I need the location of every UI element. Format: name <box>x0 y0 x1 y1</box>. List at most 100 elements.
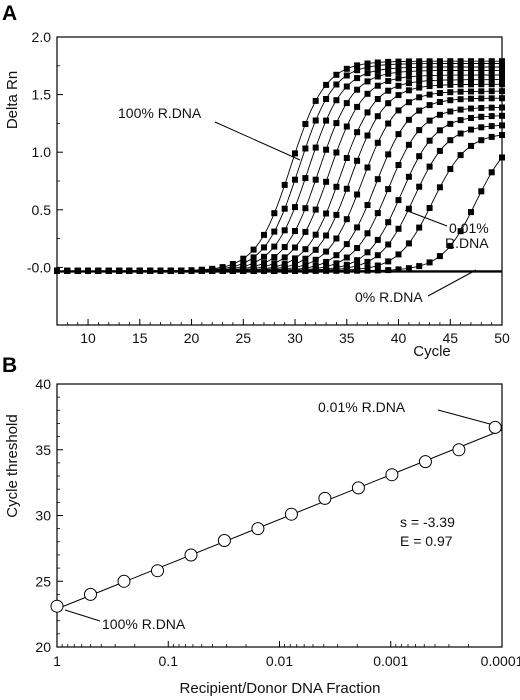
panel-b-y-tick-label: 35 <box>35 442 51 458</box>
panel-a-data-point <box>354 257 361 264</box>
panel-a-data-point <box>395 197 402 204</box>
panel-a-data-point <box>426 91 433 98</box>
panel-a-data-point <box>385 78 392 84</box>
annotation-001-leader-b <box>437 409 491 425</box>
panel-a-data-point <box>85 267 91 274</box>
panel-a-data-point <box>468 88 474 95</box>
panel-a-data-point <box>436 111 443 118</box>
panel-a-series-line <box>57 157 503 272</box>
panel-b-data-point <box>418 455 432 469</box>
panel-b-points <box>50 420 502 613</box>
panel-a-data-point <box>447 81 454 88</box>
panel-a-data-point <box>488 76 495 83</box>
panel-a-data-point <box>426 102 433 109</box>
panel-a-data-point <box>281 260 288 267</box>
panel-label-b: B <box>2 354 17 377</box>
panel-a-data-point <box>374 252 381 259</box>
panel-a-data-point <box>385 100 392 107</box>
panel-a-data-point <box>457 81 464 88</box>
panel-a-data-point <box>499 60 505 67</box>
panel-a-data-point <box>499 132 505 138</box>
panel-a-data-point <box>333 235 340 242</box>
panel-b-x-tick-label: 0.1 <box>159 653 179 669</box>
panel-a-data-point <box>364 230 371 237</box>
panel-a-data-point <box>488 64 495 70</box>
panel-b-data-point <box>84 587 97 601</box>
panel-a-data-point <box>374 210 381 217</box>
panel-a-data-point <box>281 227 288 234</box>
panel-a-data-point <box>457 117 464 124</box>
panel-a-data-point <box>416 84 423 91</box>
panel-a-data-point <box>261 231 267 238</box>
panel-a-data-point <box>343 83 350 90</box>
panel-a-data-point <box>374 267 381 274</box>
panel-a-data-point <box>271 267 278 274</box>
panel-a-data-point <box>436 253 443 260</box>
panel-b-data-point <box>488 420 502 434</box>
panel-a-data-point <box>405 240 412 247</box>
panel-a-data-point <box>343 155 350 161</box>
panel-a-data-point <box>457 76 464 83</box>
panel-a-data-point <box>395 82 402 89</box>
panel-a-data-point <box>343 65 350 72</box>
panel-a-data-point <box>374 139 381 146</box>
panel-a-data-point <box>478 76 485 83</box>
panel-a-data-point <box>209 267 216 274</box>
panel-a-y-tick-label: -0.0 <box>27 259 51 275</box>
panel-a-data-point <box>219 267 226 274</box>
panel-a-data-point <box>405 141 412 148</box>
panel-a-data-point <box>323 117 330 124</box>
panel-a-data-point <box>478 137 485 144</box>
panel-a-data-point <box>405 87 412 94</box>
panel-a-data-point <box>54 267 60 274</box>
panel-a-data-point <box>343 241 350 248</box>
panel-a-data-point <box>302 267 309 274</box>
panel-a-data-point <box>302 175 309 182</box>
panel-a-data-point <box>478 64 485 70</box>
panel-a-data-point <box>261 260 267 267</box>
panel-a-data-point <box>488 95 495 102</box>
panel-a-data-point <box>354 62 361 69</box>
panel-a-data-point <box>426 259 433 266</box>
panel-a-data-point <box>488 72 495 78</box>
panel-a-data-point <box>447 108 454 115</box>
panel-a-data-point <box>499 112 505 119</box>
panel-b-data-point <box>351 481 365 495</box>
panel-a-data-point <box>405 60 412 67</box>
panel-a-data-point <box>354 157 361 164</box>
panel-a-data-point <box>468 126 474 133</box>
panel-a-y-tick-label: 1.5 <box>32 87 52 103</box>
panel-a-data-point <box>292 255 298 262</box>
panel-a-data-point <box>426 72 433 79</box>
panel-b-y-tick-label: 25 <box>35 573 51 589</box>
panel-a-data-point <box>354 191 361 198</box>
panel-a-data-point <box>499 81 505 88</box>
panel-a-data-point <box>364 109 371 116</box>
panel-a-data-point <box>364 64 371 71</box>
panel-a-data-point <box>292 244 298 251</box>
panel-a-data-point <box>395 107 402 114</box>
panel-a-data-point <box>281 254 288 261</box>
panel-a-data-point <box>395 251 402 258</box>
panel-a-data-point <box>250 246 257 253</box>
panel-b-x-tick-label: 0.001 <box>373 653 408 669</box>
panel-a-data-point <box>281 244 288 250</box>
panel-a-data-point <box>292 267 298 274</box>
panel-a-data-point <box>281 267 288 274</box>
panel-a-data-point <box>405 64 412 71</box>
panel-a-data-point <box>343 100 350 107</box>
panel-a-data-point <box>468 60 474 67</box>
panel-a-y-tick-label: 0.5 <box>32 202 52 218</box>
panel-a-data-point <box>364 258 371 265</box>
panel-a-data-point <box>488 123 495 130</box>
panel-a-data-point <box>447 72 454 79</box>
panel-a-data-point <box>364 60 371 67</box>
panel-b-x-tick-label: 0.01 <box>266 653 293 669</box>
panel-a-data-point <box>436 77 443 84</box>
panel-a-x-tick-label: 20 <box>184 330 200 346</box>
panel-a-data-point <box>240 255 247 262</box>
panel-a-x-tick-label: 15 <box>132 330 148 346</box>
panel-a-y-tick-label: 2.0 <box>32 29 52 45</box>
panel-a-data-point <box>499 95 505 102</box>
panel-a-data-point <box>436 127 443 134</box>
